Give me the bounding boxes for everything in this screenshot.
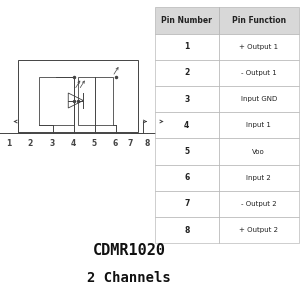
Text: Pin Number: Pin Number <box>161 16 212 25</box>
Bar <box>219 112 298 139</box>
Text: Input 2: Input 2 <box>246 175 271 181</box>
Bar <box>154 112 219 139</box>
Bar <box>18 60 138 132</box>
Text: 7: 7 <box>128 140 133 148</box>
Bar <box>154 139 219 165</box>
Text: Input GND: Input GND <box>241 96 277 102</box>
Text: Pin Function: Pin Function <box>232 16 286 25</box>
Text: 2: 2 <box>184 68 189 77</box>
Bar <box>219 34 298 60</box>
Text: + Output 1: + Output 1 <box>239 44 278 50</box>
Text: 6: 6 <box>113 140 118 148</box>
Bar <box>39 76 74 124</box>
Text: - Output 1: - Output 1 <box>241 70 277 76</box>
Bar <box>78 76 112 124</box>
Bar <box>219 8 298 34</box>
Bar <box>219 60 298 86</box>
Text: 3: 3 <box>50 140 55 148</box>
Text: CDMR1020: CDMR1020 <box>92 243 166 258</box>
Text: 6: 6 <box>184 173 189 182</box>
Text: 5: 5 <box>184 147 189 156</box>
Bar <box>219 86 298 112</box>
Text: Input 1: Input 1 <box>246 122 271 128</box>
Text: 7: 7 <box>184 200 189 208</box>
Bar <box>219 139 298 165</box>
Text: 4: 4 <box>184 121 189 130</box>
Text: 4: 4 <box>71 140 76 148</box>
Text: 5: 5 <box>92 140 97 148</box>
Bar <box>154 60 219 86</box>
Text: 1: 1 <box>6 140 12 148</box>
Text: 3: 3 <box>184 95 189 104</box>
Bar <box>154 86 219 112</box>
Text: + Output 2: + Output 2 <box>239 227 278 233</box>
Text: 1: 1 <box>184 42 189 51</box>
Bar <box>154 34 219 60</box>
Bar <box>154 217 219 243</box>
Bar <box>219 217 298 243</box>
Bar <box>154 165 219 191</box>
Text: - Output 2: - Output 2 <box>241 201 277 207</box>
Bar <box>219 165 298 191</box>
Text: 8: 8 <box>184 226 189 235</box>
Text: 2: 2 <box>27 140 33 148</box>
Text: Voo: Voo <box>252 148 265 154</box>
Bar <box>154 8 219 34</box>
Bar <box>219 191 298 217</box>
Text: 2 Channels: 2 Channels <box>87 271 171 284</box>
Bar <box>154 191 219 217</box>
Text: 8: 8 <box>144 140 150 148</box>
